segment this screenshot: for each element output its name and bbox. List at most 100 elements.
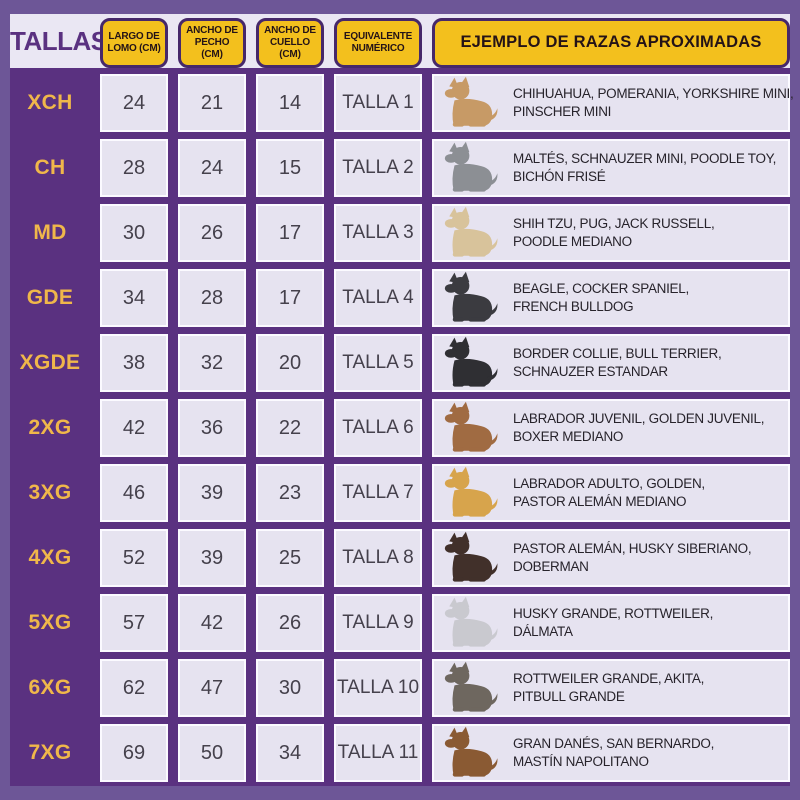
neck-width-cell: 14 (256, 74, 324, 132)
numeric-size-cell: TALLA 1 (334, 74, 422, 132)
breed-list-line1: ROTTWEILER GRANDE, AKITA, (513, 670, 705, 686)
breed-list-line1: LABRADOR JUVENIL, GOLDEN JUVENIL, (513, 410, 765, 426)
french-bulldog-icon (444, 271, 498, 322)
neck-width-cell: 17 (256, 269, 324, 327)
shih-tzu-icon (444, 206, 498, 257)
column-header-ejemplo-razas: EJEMPLO DE RAZAS APROXIMADAS (432, 18, 790, 68)
back-length-cell: 42 (100, 399, 168, 457)
breed-list-line2: PITBULL GRANDE (513, 689, 625, 704)
breed-list-line1: MALTÉS, SCHNAUZER MINI, POODLE TOY, (513, 150, 777, 166)
numeric-size-cell: TALLA 5 (334, 334, 422, 392)
border-collie-icon (444, 336, 498, 387)
chest-width-cell: 39 (178, 464, 246, 522)
numeric-size-cell: TALLA 2 (334, 139, 422, 197)
size-label-cell: XGDE (19, 351, 81, 374)
golden-retriever-icon (444, 466, 498, 517)
breed-list: LABRADOR JUVENIL, GOLDEN JUVENIL, BOXER … (513, 410, 764, 446)
chest-width-cell: 50 (178, 724, 246, 782)
mastiff-icon (444, 726, 498, 777)
numeric-size-cell: TALLA 4 (334, 269, 422, 327)
numeric-size-cell: TALLA 7 (334, 464, 422, 522)
breed-list: LABRADOR ADULTO, GOLDEN, PASTOR ALEMÁN M… (513, 475, 705, 511)
back-length-cell: 46 (100, 464, 168, 522)
neck-width-cell: 23 (256, 464, 324, 522)
pitbull-icon (444, 661, 498, 712)
neck-width-cell: 17 (256, 204, 324, 262)
numeric-size-cell: TALLA 10 (334, 659, 422, 717)
breed-list-line2: SCHNAUZER ESTANDAR (513, 364, 668, 379)
neck-width-cell: 34 (256, 724, 324, 782)
breed-examples-cell: SHIH TZU, PUG, JACK RUSSELL, POODLE MEDI… (432, 204, 790, 262)
tallas-header: TALLAS (10, 25, 108, 56)
chest-width-cell: 42 (178, 594, 246, 652)
breed-examples-cell: LABRADOR JUVENIL, GOLDEN JUVENIL, BOXER … (432, 399, 790, 457)
schnauzer-mini-icon (444, 141, 498, 192)
breed-list: ROTTWEILER GRANDE, AKITA, PITBULL GRANDE (513, 670, 704, 706)
chest-width-cell: 26 (178, 204, 246, 262)
size-label-cell: 4XG (28, 546, 72, 569)
breed-list-line1: BEAGLE, COCKER SPANIEL, (513, 280, 689, 296)
breed-list-line2: POODLE MEDIANO (513, 234, 632, 249)
breed-examples-cell: BEAGLE, COCKER SPANIEL, FRENCH BULLDOG (432, 269, 790, 327)
size-label-cell: MD (33, 221, 67, 244)
breed-list-line2: FRENCH BULLDOG (513, 299, 634, 314)
breed-list-line2: DOBERMAN (513, 559, 589, 574)
back-length-cell: 52 (100, 529, 168, 587)
doberman-icon (444, 531, 498, 582)
chest-width-cell: 28 (178, 269, 246, 327)
size-label-cell: 6XG (28, 676, 72, 699)
breed-examples-cell: LABRADOR ADULTO, GOLDEN, PASTOR ALEMÁN M… (432, 464, 790, 522)
size-label-cell: XCH (27, 91, 73, 114)
chihuahua-icon (444, 76, 498, 127)
chest-width-cell: 47 (178, 659, 246, 717)
breed-list: GRAN DANÉS, SAN BERNARDO, MASTÍN NAPOLIT… (513, 735, 714, 771)
breed-list: BORDER COLLIE, BULL TERRIER, SCHNAUZER E… (513, 345, 722, 381)
size-label-cell: 7XG (28, 741, 72, 764)
breed-examples-cell: HUSKY GRANDE, ROTTWEILER, DÁLMATA (432, 594, 790, 652)
breed-list-line2: DÁLMATA (513, 624, 573, 639)
breed-list-line1: HUSKY GRANDE, ROTTWEILER, (513, 605, 714, 621)
back-length-cell: 24 (100, 74, 168, 132)
neck-width-cell: 20 (256, 334, 324, 392)
column-header-ancho-cuello: ANCHO DE CUELLO (CM) (256, 18, 324, 68)
boxer-icon (444, 401, 498, 452)
neck-width-cell: 26 (256, 594, 324, 652)
chest-width-cell: 36 (178, 399, 246, 457)
chest-width-cell: 32 (178, 334, 246, 392)
neck-width-cell: 22 (256, 399, 324, 457)
breed-list: HUSKY GRANDE, ROTTWEILER, DÁLMATA (513, 605, 713, 641)
breed-list-line1: PASTOR ALEMÁN, HUSKY SIBERIANO, (513, 540, 752, 556)
breed-examples-cell: ROTTWEILER GRANDE, AKITA, PITBULL GRANDE (432, 659, 790, 717)
size-label-cell: 2XG (28, 416, 72, 439)
breed-list-line1: LABRADOR ADULTO, GOLDEN, (513, 475, 705, 491)
size-label-cell: 3XG (28, 481, 72, 504)
neck-width-cell: 25 (256, 529, 324, 587)
breed-examples-cell: CHIHUAHUA, POMERANIA, YORKSHIRE MINI, PI… (432, 74, 794, 132)
size-label-cell: 5XG (28, 611, 72, 634)
column-header-ancho-pecho: ANCHO DE PECHO (CM) (178, 18, 246, 68)
dalmatian-icon (444, 596, 498, 647)
breed-list-line1: SHIH TZU, PUG, JACK RUSSELL, (513, 215, 715, 231)
breed-examples-cell: MALTÉS, SCHNAUZER MINI, POODLE TOY, BICH… (432, 139, 790, 197)
breed-list: CHIHUAHUA, POMERANIA, YORKSHIRE MINI, PI… (513, 85, 794, 121)
breed-list: MALTÉS, SCHNAUZER MINI, POODLE TOY, BICH… (513, 150, 776, 186)
breed-list: BEAGLE, COCKER SPANIEL, FRENCH BULLDOG (513, 280, 689, 316)
breed-list-line2: PINSCHER MINI (513, 104, 612, 119)
size-label-cell: GDE (26, 286, 74, 309)
breed-list-line1: GRAN DANÉS, SAN BERNARDO, (513, 735, 715, 751)
breed-list-line1: CHIHUAHUA, POMERANIA, YORKSHIRE MINI, (513, 85, 794, 101)
numeric-size-cell: TALLA 6 (334, 399, 422, 457)
back-length-cell: 62 (100, 659, 168, 717)
chest-width-cell: 39 (178, 529, 246, 587)
neck-width-cell: 15 (256, 139, 324, 197)
breed-list-line2: PASTOR ALEMÁN MEDIANO (513, 494, 687, 509)
numeric-size-cell: TALLA 9 (334, 594, 422, 652)
breed-list: SHIH TZU, PUG, JACK RUSSELL, POODLE MEDI… (513, 215, 715, 251)
breed-list-line2: MASTÍN NAPOLITANO (513, 754, 649, 769)
numeric-size-cell: TALLA 11 (334, 724, 422, 782)
back-length-cell: 38 (100, 334, 168, 392)
back-length-cell: 69 (100, 724, 168, 782)
breed-list-line2: BICHÓN FRISÉ (513, 169, 606, 184)
chest-width-cell: 24 (178, 139, 246, 197)
back-length-cell: 57 (100, 594, 168, 652)
